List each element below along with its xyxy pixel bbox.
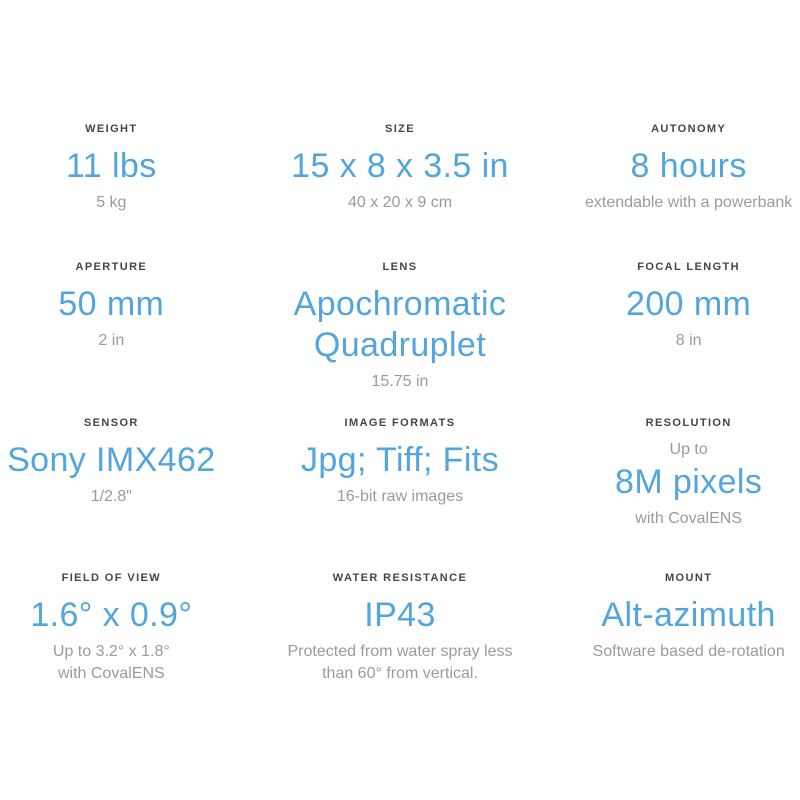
spec-sub-focal-length: 8 in: [675, 332, 702, 349]
spec-cell-size: SIZE 15 x 8 x 3.5 in 40 x 20 x 9 cm: [256, 116, 545, 254]
spec-cell-weight: WEIGHT 11 lbs 5 kg: [0, 116, 256, 254]
spec-cell-field-of-view: FIELD OF VIEW 1.6° x 0.9° Up to 3.2° x 1…: [0, 565, 256, 745]
spec-label-autonomy: AUTONOMY: [651, 123, 727, 135]
spec-value-weight: 11 lbs: [66, 147, 157, 185]
spec-value-lens: Apochromatic Quadruplet: [293, 285, 507, 364]
spec-pre-resolution: Up to: [669, 441, 708, 458]
spec-value-field-of-view: 1.6° x 0.9°: [30, 596, 193, 634]
spec-cell-water-resistance: WATER RESISTANCE IP43 Protected from wat…: [256, 565, 545, 745]
spec-label-size: SIZE: [384, 123, 416, 135]
spec-label-mount: MOUNT: [664, 572, 713, 584]
spec-value-focal-length: 200 mm: [626, 285, 752, 323]
spec-label-lens: LENS: [382, 261, 418, 273]
specs-grid: WEIGHT 11 lbs 5 kg SIZE 15 x 8 x 3.5 in …: [0, 116, 800, 745]
spec-cell-focal-length: FOCAL LENGTH 200 mm 8 in: [544, 254, 800, 410]
spec-cell-sensor: SENSOR Sony IMX462 1/2.8": [0, 410, 256, 565]
spec-sub-aperture: 2 in: [98, 332, 125, 349]
spec-sub-water-resistance-line1: Protected from water spray less: [287, 643, 513, 660]
spec-cell-autonomy: AUTONOMY 8 hours extendable with a power…: [544, 116, 800, 254]
spec-cell-resolution: RESOLUTION Up to 8M pixels with CovalENS: [544, 410, 800, 565]
spec-cell-mount: MOUNT Alt-azimuth Software based de-rota…: [544, 565, 800, 745]
spec-label-water-resistance: WATER RESISTANCE: [332, 572, 468, 584]
spec-value-resolution: 8M pixels: [615, 463, 763, 501]
spec-value-autonomy: 8 hours: [630, 147, 747, 185]
spec-value-sensor: Sony IMX462: [7, 441, 216, 479]
spec-label-resolution: RESOLUTION: [645, 417, 732, 429]
spec-value-mount: Alt-azimuth: [601, 596, 776, 634]
spec-cell-aperture: APERTURE 50 mm 2 in: [0, 254, 256, 410]
spec-sub-image-formats: 16-bit raw images: [336, 488, 464, 505]
spec-value-size: 15 x 8 x 3.5 in: [291, 147, 509, 185]
spec-label-weight: WEIGHT: [85, 123, 138, 135]
spec-sub-resolution: with CovalENS: [635, 510, 742, 527]
spec-label-aperture: APERTURE: [75, 261, 148, 273]
spec-sub-autonomy: extendable with a powerbank: [585, 194, 793, 211]
spec-value-aperture: 50 mm: [58, 285, 165, 323]
spec-cell-lens: LENS Apochromatic Quadruplet 15.75 in: [256, 254, 545, 410]
spec-label-focal-length: FOCAL LENGTH: [637, 261, 741, 273]
spec-sub-field-of-view-line1: Up to 3.2° x 1.8°: [52, 643, 170, 660]
spec-sub-water-resistance-line2: than 60° from vertical.: [322, 665, 478, 682]
spec-value-water-resistance: IP43: [364, 596, 436, 634]
spec-sub-weight: 5 kg: [96, 194, 127, 211]
spec-sub-size: 40 x 20 x 9 cm: [347, 194, 453, 211]
spec-value-image-formats: Jpg; Tiff; Fits: [300, 441, 500, 479]
spec-label-image-formats: IMAGE FORMATS: [344, 417, 456, 429]
spec-sub-field-of-view-line2: with CovalENS: [57, 665, 165, 682]
spec-sub-sensor: 1/2.8": [90, 488, 132, 505]
spec-sub-mount: Software based de-rotation: [592, 643, 785, 660]
spec-label-sensor: SENSOR: [83, 417, 139, 429]
spec-sub-lens: 15.75 in: [371, 373, 429, 390]
spec-label-field-of-view: FIELD OF VIEW: [61, 572, 162, 584]
spec-cell-image-formats: IMAGE FORMATS Jpg; Tiff; Fits 16-bit raw…: [256, 410, 545, 565]
